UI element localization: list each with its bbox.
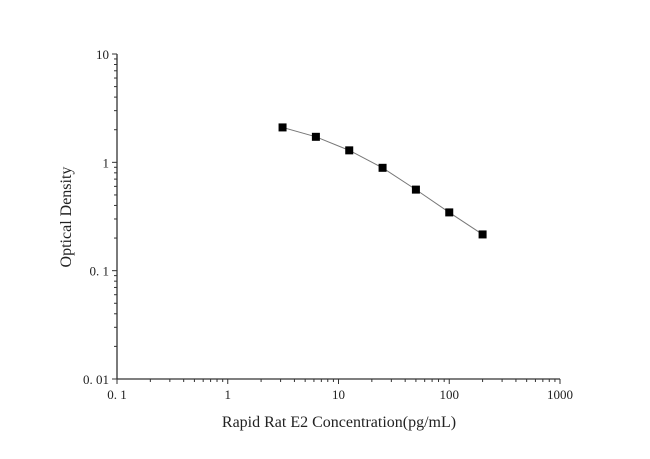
- series: [278, 123, 487, 239]
- y-tick-label: 0. 01: [83, 372, 109, 387]
- data-point: [345, 146, 354, 155]
- x-tick-label: 10: [332, 387, 345, 402]
- y-axis-label: Optical Density: [58, 167, 75, 268]
- data-point: [378, 163, 387, 172]
- y-tick-label: 0. 1: [90, 264, 110, 279]
- x-tick-label: 100: [440, 387, 460, 402]
- y-tick-label: 10: [96, 47, 109, 62]
- data-point: [278, 123, 287, 132]
- x-tick-label: 0. 1: [107, 387, 127, 402]
- x-tick-label: 1000: [547, 387, 573, 402]
- x-tick-label: 1: [225, 387, 232, 402]
- data-point: [445, 208, 454, 217]
- series-line: [282, 126, 483, 235]
- axes: [116, 54, 560, 380]
- x-axis-label: Rapid Rat E2 Concentration(pg/mL): [222, 414, 456, 431]
- y-tick-label: 1: [103, 155, 110, 170]
- data-point: [478, 230, 487, 239]
- data-point: [411, 185, 420, 194]
- data-point: [311, 132, 320, 141]
